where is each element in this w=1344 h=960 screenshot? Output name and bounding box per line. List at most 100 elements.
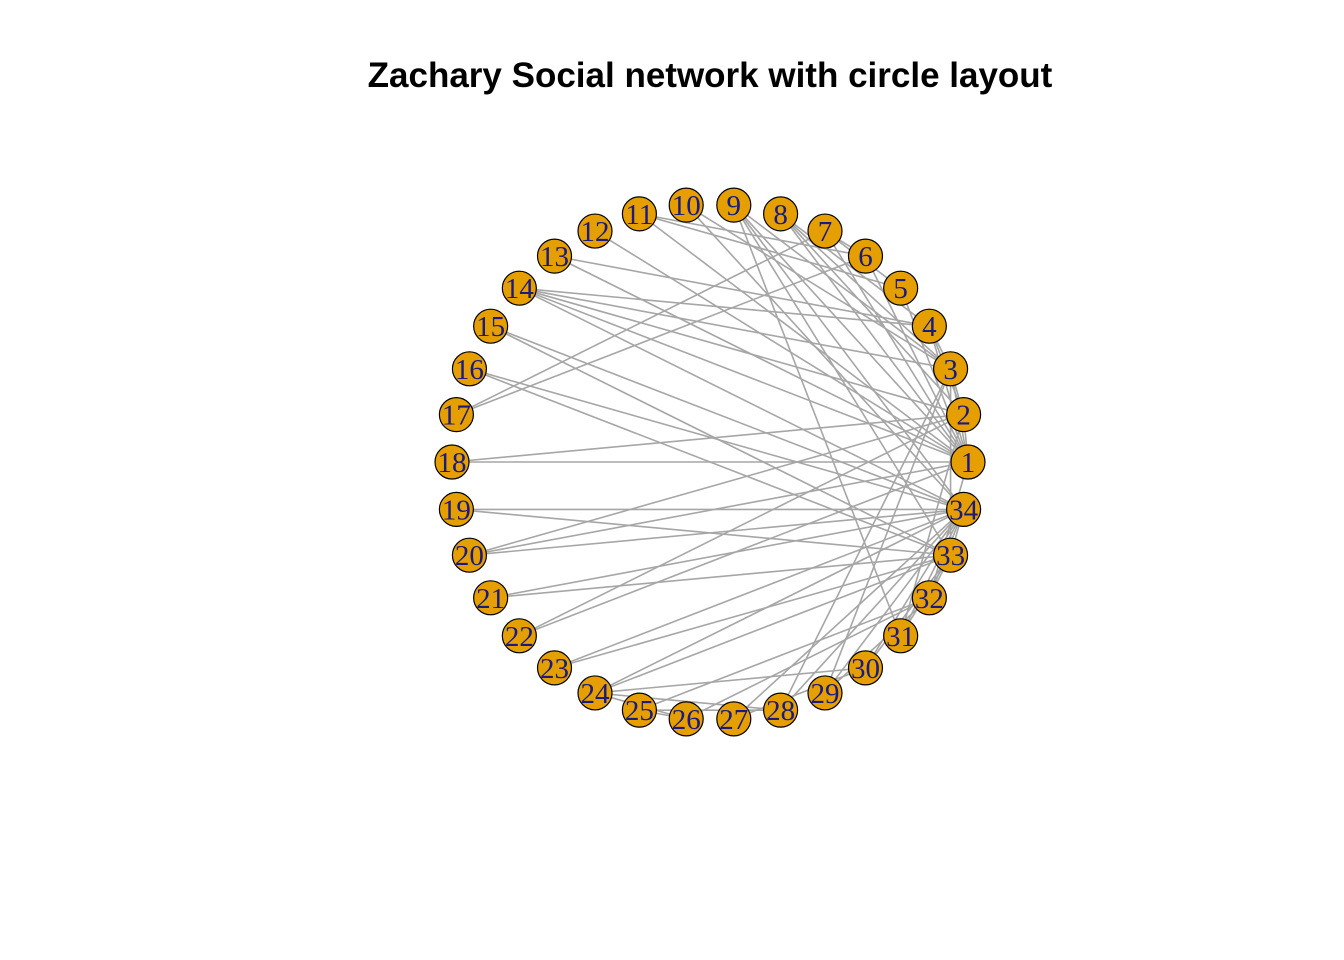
- edge-27-34: [733, 508, 965, 720]
- node-circle: [807, 675, 843, 711]
- node-circle: [946, 396, 982, 433]
- edge-9-31: [733, 204, 902, 637]
- edge-3-14: [519, 287, 951, 370]
- node-3: 3: [932, 351, 969, 387]
- node-label: 20: [455, 540, 484, 572]
- edge-1-11: [638, 213, 969, 463]
- node-circle: [536, 238, 573, 274]
- node-circle: [946, 491, 982, 528]
- node-circle: [501, 270, 537, 306]
- node-32: 32: [911, 580, 947, 616]
- node-2: 2: [946, 396, 982, 433]
- node-circle: [847, 238, 884, 274]
- edge-3-10: [685, 204, 951, 370]
- node-13: 13: [536, 238, 573, 274]
- node-8: 8: [763, 196, 799, 232]
- node-15: 15: [473, 308, 509, 344]
- node-circle: [438, 491, 474, 528]
- node-22: 22: [501, 618, 537, 654]
- edge-21-33: [490, 554, 951, 599]
- node-label: 28: [766, 695, 795, 727]
- edge-25-32: [639, 597, 930, 711]
- node-circle: [716, 187, 752, 223]
- node-label: 29: [811, 678, 840, 710]
- node-21: 21: [473, 580, 509, 616]
- node-12: 12: [577, 213, 613, 249]
- node-label: 9: [727, 190, 742, 222]
- node-label: 27: [719, 704, 748, 736]
- node-label: 26: [672, 704, 701, 736]
- edge-28-34: [780, 508, 965, 711]
- node-circle: [473, 580, 509, 616]
- edge-3-28: [779, 368, 952, 711]
- node-circle: [716, 701, 752, 737]
- node-circle: [451, 351, 488, 387]
- node-circle: [577, 675, 613, 711]
- node-label: 22: [505, 621, 534, 653]
- node-label: 12: [580, 216, 609, 248]
- edge-9-34: [733, 204, 965, 510]
- edge-6-17: [456, 255, 866, 416]
- node-circle: [621, 196, 657, 232]
- node-label: 16: [455, 354, 484, 386]
- node-16: 16: [451, 351, 488, 387]
- node-30: 30: [847, 650, 884, 686]
- edge-1-12: [594, 230, 969, 463]
- edge-2-18: [451, 413, 964, 463]
- edge-23-33: [554, 554, 951, 669]
- node-label: 5: [893, 273, 908, 305]
- edge-1-4: [928, 325, 969, 463]
- node-circle: [668, 187, 704, 223]
- edge-24-34: [594, 508, 964, 694]
- node-23: 23: [536, 650, 573, 686]
- node-28: 28: [763, 692, 799, 728]
- node-label: 31: [886, 621, 915, 653]
- edge-5-11: [639, 213, 901, 289]
- node-9: 9: [716, 187, 752, 223]
- edge-23-34: [554, 508, 964, 669]
- edge-2-14: [519, 287, 964, 416]
- node-circle: [847, 650, 884, 686]
- node-circle: [763, 692, 799, 728]
- node-circle: [438, 396, 474, 433]
- edge-21-34: [490, 508, 964, 599]
- node-label: 34: [949, 494, 979, 526]
- node-circle: [501, 618, 537, 654]
- edge-24-30: [594, 667, 866, 694]
- node-circle: [763, 196, 799, 232]
- node-circle: [883, 270, 919, 306]
- edge-15-34: [490, 325, 964, 511]
- edge-1-13: [554, 255, 969, 463]
- node-27: 27: [716, 701, 752, 737]
- node-circle: [883, 618, 919, 654]
- edge-1-9: [733, 204, 969, 463]
- node-25: 25: [621, 692, 657, 728]
- node-label: 11: [625, 199, 653, 231]
- node-layer: 1234567891011121314151617181920212223242…: [434, 187, 986, 737]
- edge-3-8: [780, 213, 952, 370]
- edge-30-33: [864, 554, 952, 669]
- edge-19-33: [456, 508, 951, 556]
- node-34: 34: [946, 491, 982, 528]
- edge-27-30: [733, 667, 866, 720]
- node-circle: [932, 351, 969, 387]
- node-circle: [668, 701, 704, 737]
- node-label: 25: [625, 695, 654, 727]
- edge-31-34: [899, 509, 965, 637]
- node-circle: [911, 308, 947, 344]
- edge-layer: [451, 204, 969, 720]
- node-6: 6: [847, 238, 884, 274]
- node-5: 5: [883, 270, 919, 306]
- node-circle: [621, 692, 657, 728]
- edge-1-8: [779, 213, 969, 463]
- edge-2-8: [780, 213, 965, 416]
- node-14: 14: [501, 270, 537, 306]
- node-circle: [577, 213, 613, 249]
- node-circle: [950, 444, 986, 480]
- edge-9-33: [733, 204, 952, 556]
- node-29: 29: [807, 675, 843, 711]
- edge-10-34: [685, 204, 965, 510]
- node-label: 4: [922, 311, 937, 343]
- edge-20-34: [469, 508, 964, 556]
- node-circle: [807, 213, 843, 249]
